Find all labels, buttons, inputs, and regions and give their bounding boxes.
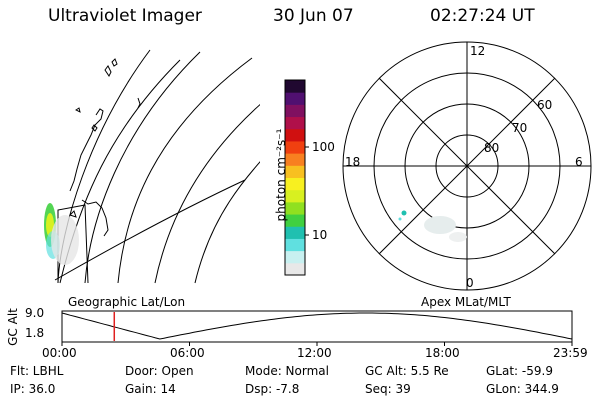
colorbar-frame bbox=[284, 79, 306, 276]
colorbar-segment bbox=[285, 80, 305, 93]
colorbar-segment bbox=[285, 250, 305, 264]
info-ip: IP: 36.0 bbox=[10, 382, 56, 396]
colorbar-segment bbox=[285, 214, 305, 227]
timeline-right-label: Apex MLat/MLT bbox=[421, 295, 511, 309]
timeline-tick-2: 12:00 bbox=[297, 346, 332, 360]
colorbar-segment bbox=[285, 104, 305, 118]
polar-label-12: 12 bbox=[470, 44, 486, 58]
colorbar-segment bbox=[285, 165, 305, 178]
colorbar-label-100: 100 bbox=[312, 140, 335, 154]
info-flt: Flt: LBHL bbox=[10, 364, 64, 378]
polar-plot bbox=[342, 41, 592, 291]
colorbar-segment bbox=[285, 140, 305, 154]
timeline-tick-0: 00:00 bbox=[42, 346, 77, 360]
altitude-curve bbox=[61, 312, 573, 340]
colorbar-segment bbox=[285, 153, 305, 166]
polar-label-18: 18 bbox=[345, 155, 361, 169]
timeline-tick-3: 18:00 bbox=[425, 346, 460, 360]
polar-ring-60: 60 bbox=[537, 98, 553, 112]
polar-label-6: 6 bbox=[575, 155, 583, 169]
time-label: 02:27:24 UT bbox=[430, 6, 535, 26]
info-gain: Gain: 14 bbox=[125, 382, 176, 396]
timeline-yaxis-label: GC Alt bbox=[6, 308, 20, 346]
info-gc-alt: GC Alt: 5.5 Re bbox=[365, 364, 449, 378]
timeline-ticks bbox=[61, 342, 573, 346]
colorbar-segment bbox=[285, 128, 305, 142]
info-glon: GLon: 344.9 bbox=[486, 382, 559, 396]
colorbar-segment bbox=[285, 189, 305, 203]
timeline-tick-4: 23:59 bbox=[553, 346, 588, 360]
colorbar-segment bbox=[285, 92, 305, 105]
info-mode: Mode: Normal bbox=[245, 364, 329, 378]
colorbar-segment bbox=[285, 177, 305, 191]
polar-label-0: 0 bbox=[466, 276, 474, 290]
info-seq: Seq: 39 bbox=[365, 382, 411, 396]
timeline-frame bbox=[61, 310, 573, 343]
polar-ring-80: 80 bbox=[484, 141, 500, 155]
geographic-map bbox=[44, 49, 260, 284]
colorbar bbox=[285, 80, 305, 276]
colorbar-segment bbox=[285, 238, 305, 252]
info-dsp: Dsp: -7.8 bbox=[245, 382, 300, 396]
polar-ring-70: 70 bbox=[512, 121, 528, 135]
timeline-ymax: 9.0 bbox=[25, 306, 45, 320]
timeline-ymin: 1.8 bbox=[25, 326, 45, 340]
colorbar-unit-label: photon cm⁻²s⁻¹ bbox=[274, 128, 288, 222]
timeline-tick-1: 06:00 bbox=[170, 346, 205, 360]
colorbar-segment bbox=[285, 262, 305, 276]
colorbar-segment bbox=[285, 201, 305, 215]
instrument-title: Ultraviolet Imager bbox=[48, 6, 202, 26]
colorbar-segment bbox=[285, 116, 305, 130]
info-door: Door: Open bbox=[125, 364, 194, 378]
timeline-left-label: Geographic Lat/Lon bbox=[68, 295, 186, 309]
date-label: 30 Jun 07 bbox=[273, 6, 354, 26]
colorbar-label-10: 10 bbox=[312, 228, 328, 242]
colorbar-segment bbox=[285, 226, 305, 239]
aurora-spot bbox=[401, 210, 407, 216]
info-glat: GLat: -59.9 bbox=[486, 364, 553, 378]
